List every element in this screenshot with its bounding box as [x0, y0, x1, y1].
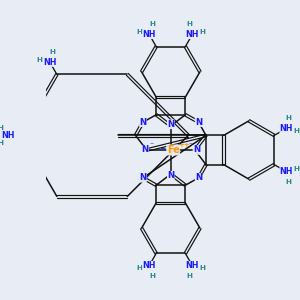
Text: N: N [140, 173, 146, 182]
Text: H: H [286, 179, 292, 185]
Text: NH: NH [280, 167, 293, 176]
Text: H: H [200, 265, 206, 271]
Text: N: N [167, 120, 174, 129]
Text: N: N [142, 146, 148, 154]
Text: ++: ++ [178, 142, 190, 148]
Text: H: H [286, 115, 292, 121]
Text: ⁻: ⁻ [188, 140, 192, 149]
Text: H: H [50, 49, 56, 55]
Text: −: − [159, 144, 165, 153]
Text: Fe: Fe [167, 145, 180, 155]
Text: H: H [0, 140, 3, 146]
Text: N: N [140, 118, 146, 127]
Text: H: H [149, 21, 155, 27]
Text: N: N [193, 146, 200, 154]
Text: N: N [167, 171, 174, 180]
Text: H: H [293, 166, 299, 172]
Text: H: H [0, 125, 3, 131]
Text: H: H [136, 265, 142, 271]
Text: ⁻: ⁻ [149, 140, 154, 149]
Text: N: N [195, 173, 202, 182]
Text: NH: NH [142, 30, 156, 39]
Text: H: H [186, 273, 192, 279]
Text: H: H [200, 29, 206, 35]
Text: NH: NH [186, 261, 199, 270]
Text: H: H [186, 21, 192, 27]
Text: NH: NH [1, 131, 14, 140]
Text: NH: NH [186, 30, 199, 39]
Text: H: H [37, 57, 43, 63]
Text: N: N [195, 118, 202, 127]
Text: H: H [293, 128, 299, 134]
Text: NH: NH [280, 124, 293, 133]
Text: H: H [149, 273, 155, 279]
Text: NH: NH [43, 58, 57, 67]
Text: NH: NH [142, 261, 156, 270]
Text: H: H [136, 29, 142, 35]
